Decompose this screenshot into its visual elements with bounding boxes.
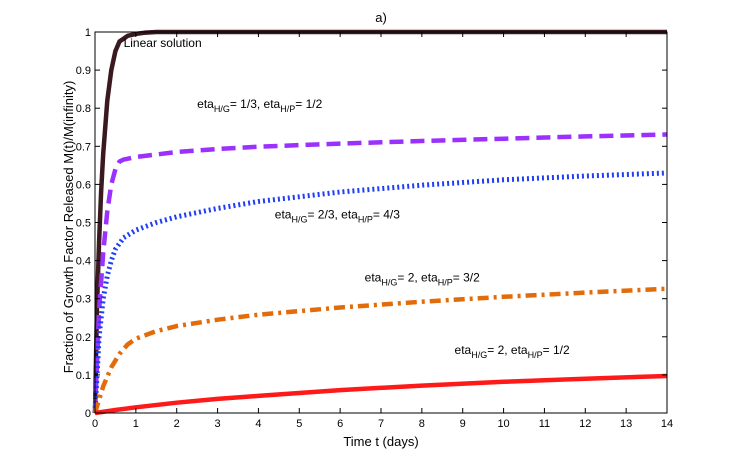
x-tick-label: 7 — [378, 418, 384, 430]
axis-layer: 0 1 2 3 4 5 6 7 8 9 10 11 12 13 1400.10.20.30.40.50.60… — [76, 27, 673, 430]
y-tick-label: 0.1 — [76, 370, 91, 382]
x-tick-label: 6 — [337, 418, 343, 430]
x-tick-label: 2 — [174, 418, 180, 430]
annotation-4: etaH/G= 2, etaH/P= 1/2 — [455, 343, 570, 360]
annotation-layer: Linear solution etaH/G= 1/3, etaH/P= 1/2 e… — [124, 36, 570, 360]
x-tick-label: 0 — [92, 418, 98, 430]
x-tick-label: 8 — [419, 418, 425, 430]
annotation-0: Linear solution — [124, 36, 202, 50]
x-axis-label: Time t (days) — [343, 434, 418, 449]
x-tick-label: 13 — [620, 418, 632, 430]
x-tick-label: 11 — [539, 418, 550, 430]
chart-title: a) — [375, 10, 387, 25]
x-tick-label: 12 — [579, 418, 591, 430]
y-tick-label: 0.3 — [76, 294, 91, 306]
y-tick-label: 0.9 — [76, 65, 91, 77]
series-line-3 — [92, 286, 668, 414]
y-axis-label: Fraction of Growth Factor Released M(t)/… — [61, 81, 76, 374]
plot-background — [95, 32, 667, 413]
x-tick-label: 1 — [133, 418, 139, 430]
y-tick-label: 0.5 — [76, 218, 91, 230]
series-line-2 — [92, 170, 668, 414]
y-tick-label: 0.2 — [76, 332, 91, 344]
annotation-1: etaH/G= 1/3, etaH/P= 1/2 — [197, 97, 322, 114]
x-tick-label: 3 — [215, 418, 221, 430]
x-tick-label: 10 — [497, 418, 509, 430]
x-tick-label: 5 — [296, 418, 302, 430]
y-tick-label: 0.8 — [76, 103, 91, 115]
annotation-2: etaH/G= 2/3, etaH/P= 4/3 — [275, 208, 400, 225]
y-tick-label: 1 — [85, 27, 91, 39]
x-tick-label: 9 — [460, 418, 466, 430]
y-tick-label: 0.4 — [76, 256, 91, 268]
x-tick-label: 4 — [255, 418, 261, 430]
annotation-3: etaH/G= 2, etaH/P= 3/2 — [365, 271, 480, 288]
y-tick-label: 0 — [85, 408, 91, 420]
plot-area — [95, 32, 667, 413]
series-line-4 — [94, 373, 668, 416]
y-tick-label: 0.6 — [76, 179, 91, 191]
x-tick-label: 14 — [661, 418, 673, 430]
y-tick-label: 0.7 — [76, 141, 91, 153]
